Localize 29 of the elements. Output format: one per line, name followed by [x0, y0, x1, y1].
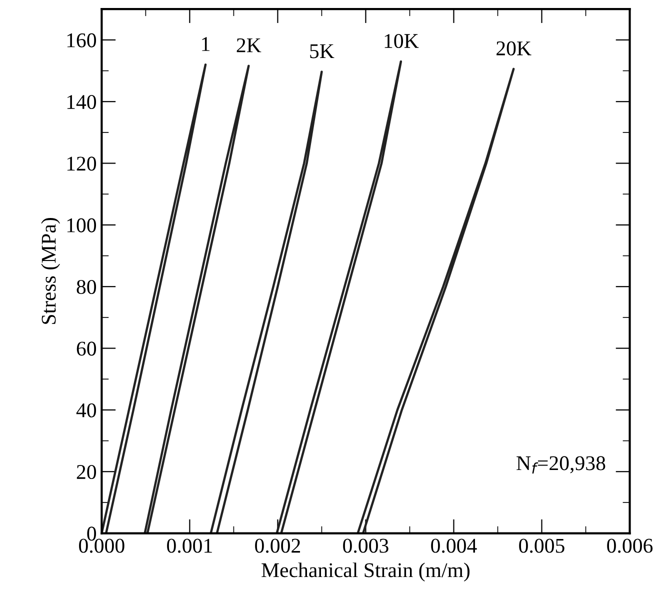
line-series [356, 68, 515, 534]
line-series [210, 70, 323, 534]
series-label: 10K [384, 34, 419, 48]
y-tick-label: 60 [76, 342, 96, 356]
x-tick-label: 0.001 [167, 538, 212, 553]
series-label: 20K [496, 41, 532, 56]
y-axis-title: Stress (MPa) [41, 218, 60, 324]
y-tick-label: 20 [76, 464, 96, 480]
y-tick-label: 120 [67, 156, 96, 171]
y-tick-label: 100 [67, 218, 96, 232]
y-tick-label: 140 [67, 94, 96, 110]
x-tick-label: 0.004 [431, 538, 477, 553]
x-tick-label: 0.002 [255, 538, 300, 553]
x-tick-label: 0.005 [519, 538, 564, 553]
series-label: 1 [202, 37, 210, 51]
annotation: N$_{f}$=20,938 [516, 456, 606, 474]
x-tick-label: 0.006 [607, 538, 653, 553]
x-tick-label: 0.003 [343, 538, 388, 553]
x-tick-label: 0.000 [79, 538, 124, 553]
series-label: 2K [236, 38, 262, 52]
line-series [276, 60, 402, 534]
y-tick-label: 0 [87, 526, 96, 541]
series-label: 5K [310, 44, 334, 58]
y-tick-label: 40 [76, 403, 96, 418]
line-series [144, 64, 250, 534]
x-axis-title: Mechanical Strain (m/m) [262, 562, 470, 582]
line-series [102, 63, 207, 534]
y-tick-label: 80 [76, 280, 96, 294]
y-tick-label: 160 [67, 33, 96, 48]
